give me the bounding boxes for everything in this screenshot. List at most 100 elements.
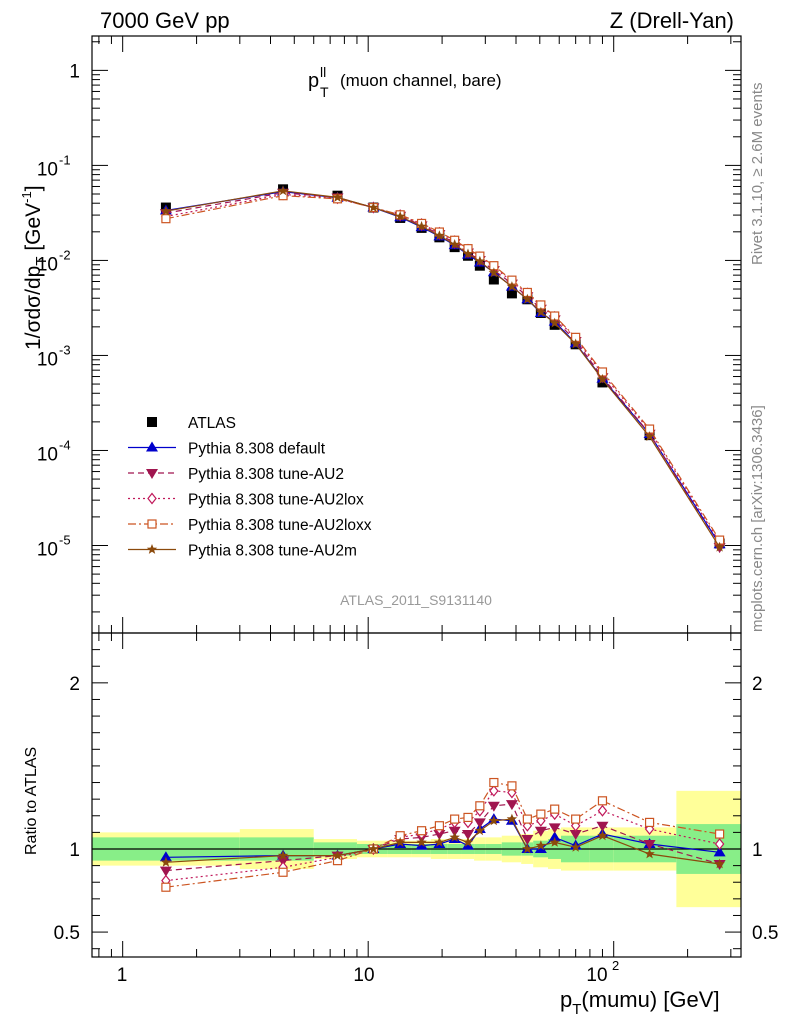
- data-point: [714, 858, 725, 869]
- data-point: [535, 840, 547, 851]
- data-point: [536, 809, 546, 819]
- data-point: [332, 191, 343, 202]
- main-plot-title: p ll T (muon channel, bare): [308, 64, 502, 100]
- data-point: [507, 781, 517, 791]
- rivet-version-label: Rivet 3.1.10, ≥ 2.6M events: [749, 83, 766, 266]
- data-point: [161, 882, 171, 892]
- data-point: [449, 239, 460, 249]
- svg-text:10: 10: [37, 254, 58, 275]
- legend-entry: Pythia 8.308 tune-AU2lox: [128, 492, 364, 509]
- data-point: [548, 831, 561, 842]
- series-line: [165, 193, 721, 543]
- main-y-tick-label: 10 -4: [37, 437, 71, 465]
- ratio-y-tick-label-right: 0.5: [752, 923, 778, 944]
- data-point: [368, 202, 379, 212]
- main-y-tick-label: 10 -5: [37, 532, 71, 560]
- svg-text:10: 10: [37, 159, 58, 180]
- data-point: [160, 205, 172, 216]
- data-point: [473, 818, 486, 829]
- series-line: [165, 195, 721, 541]
- data-point: [596, 821, 609, 832]
- svg-text:10: 10: [37, 539, 58, 560]
- data-point: [463, 812, 473, 823]
- data-point: [535, 306, 547, 317]
- legend-marker: [146, 441, 158, 452]
- data-point: [597, 373, 608, 384]
- legend-entry: Pythia 8.308 tune-AU2loxx: [128, 517, 372, 534]
- data-point: [159, 866, 172, 877]
- svg-text:(muon channel, bare): (muon channel, bare): [340, 71, 502, 90]
- data-point: [644, 817, 655, 828]
- data-point: [570, 841, 581, 852]
- svg-text:-4: -4: [59, 437, 71, 452]
- data-point: [534, 826, 547, 837]
- main-y-tick-label: 10 -1: [37, 152, 71, 180]
- data-point: [548, 823, 561, 834]
- header-right: Z (Drell-Yan): [610, 8, 734, 33]
- data-point: [278, 867, 288, 877]
- legend-marker: [147, 492, 157, 505]
- data-point: [159, 851, 172, 862]
- data-point: [488, 274, 499, 285]
- main-y-tick-label: 1: [69, 61, 80, 82]
- ratio-y-tick-label-right: 2: [752, 674, 763, 695]
- data-point: [160, 856, 172, 867]
- ratio-y-tick-label-left: 1: [69, 840, 80, 861]
- main-series-5: [160, 185, 725, 552]
- x-tick-label-10: 10: [353, 965, 374, 986]
- legend-entry: ATLAS: [147, 415, 236, 432]
- data-point: [549, 836, 560, 847]
- data-point: [161, 214, 171, 224]
- data-point: [395, 211, 406, 221]
- data-point: [643, 840, 656, 851]
- data-point: [569, 830, 582, 841]
- x-tick-label-100: 10 2: [586, 958, 619, 986]
- x-axis-title: pT(mumu) [GeV]: [560, 987, 720, 1018]
- data-point: [368, 843, 379, 854]
- legend-entry: Pythia 8.308 tune-AU2: [128, 466, 344, 483]
- data-point: [434, 230, 445, 241]
- data-point: [277, 850, 289, 861]
- svg-text:1/σdσ/dpT [GeV-1]: 1/σdσ/dpT [GeV-1]: [19, 185, 50, 350]
- legend-marker: [147, 417, 157, 427]
- data-point: [474, 255, 486, 266]
- data-point: [506, 281, 518, 292]
- data-point: [597, 796, 608, 806]
- data-point: [416, 826, 427, 836]
- mcplots-label: mcplots.cern.ch [arXiv:1306.3436]: [749, 405, 766, 632]
- data-point: [395, 836, 406, 847]
- svg-text:pT(mumu) [GeV]: pT(mumu) [GeV]: [560, 987, 720, 1018]
- data-point: [332, 850, 343, 861]
- svg-text:p: p: [308, 70, 319, 92]
- ratio-plot-panel: 0.5 0.5 1 1 2 2: [54, 632, 778, 958]
- data-point: [644, 431, 655, 441]
- svg-text:-5: -5: [59, 532, 71, 547]
- svg-text:-2: -2: [59, 247, 71, 262]
- main-y-tick-label: 10 -2: [37, 247, 71, 275]
- data-point: [434, 836, 445, 847]
- ratio-y-tick-label-left: 0.5: [54, 923, 80, 944]
- data-point: [597, 830, 608, 841]
- x-tick-label-1: 1: [117, 965, 128, 986]
- data-point: [462, 248, 474, 259]
- data-point: [506, 813, 518, 824]
- data-point: [433, 830, 446, 841]
- data-point: [522, 814, 532, 824]
- data-point: [475, 801, 485, 811]
- svg-text:2: 2: [612, 958, 619, 973]
- data-point: [462, 836, 474, 847]
- ratio-series-5: [160, 813, 725, 869]
- ratio-y-tick-label-left: 2: [69, 674, 80, 695]
- data-point: [522, 293, 533, 304]
- data-point: [714, 838, 725, 850]
- legend-label: Pythia 8.308 tune-AU2loxx: [188, 517, 372, 534]
- header-left: 7000 GeV pp: [100, 8, 230, 33]
- svg-text:ll: ll: [320, 64, 326, 80]
- data-point: [597, 804, 608, 817]
- legend-label: Pythia 8.308 tune-AU2m: [188, 543, 357, 560]
- data-point: [489, 777, 499, 788]
- ratio-frame: [91, 632, 742, 958]
- svg-text:-1: -1: [59, 152, 71, 167]
- data-point: [571, 814, 581, 824]
